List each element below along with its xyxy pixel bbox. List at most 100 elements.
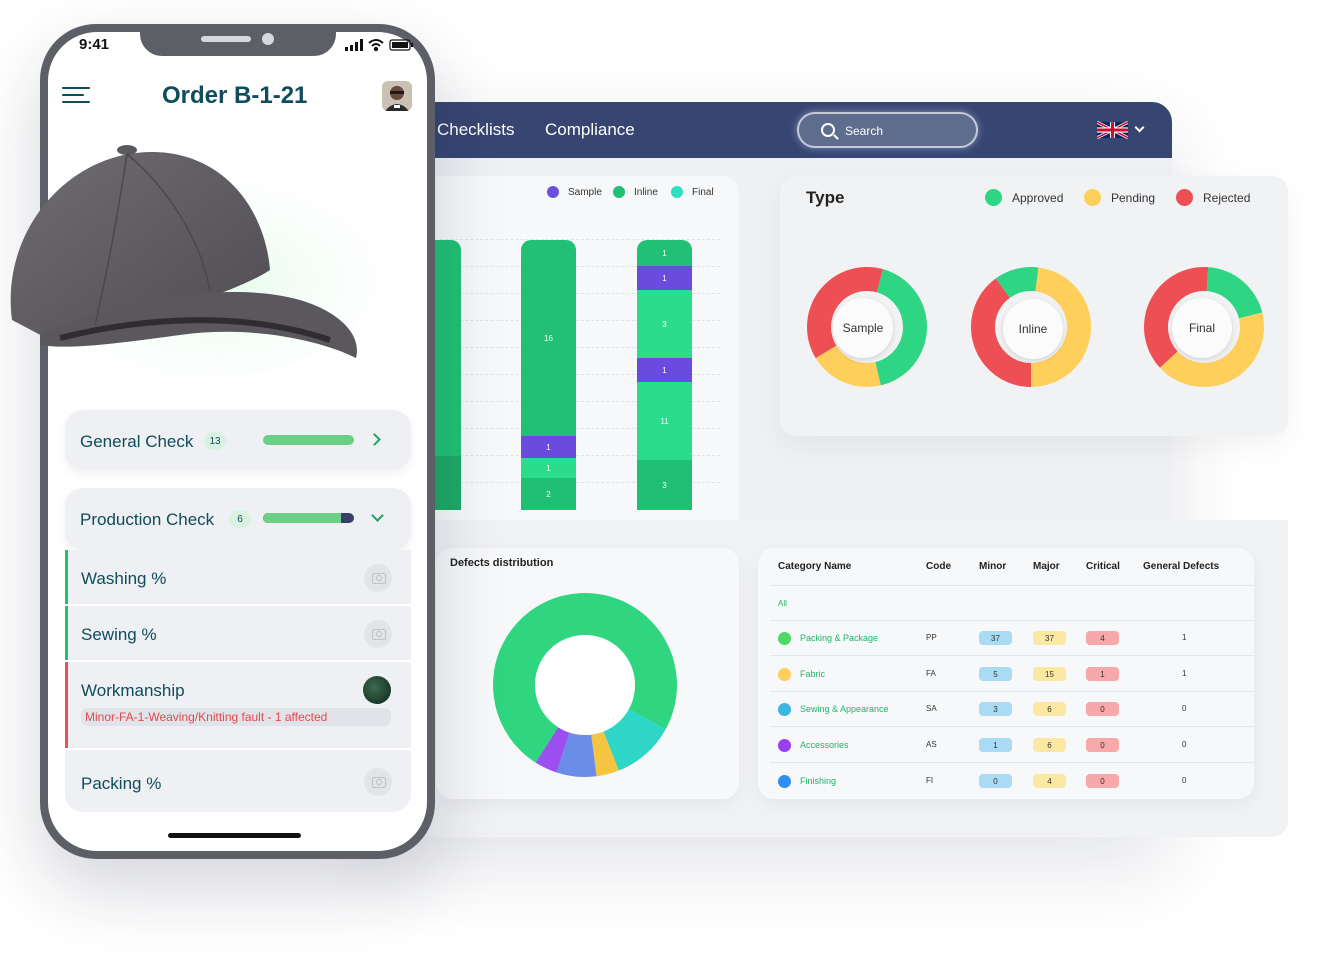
legend-label: Inline — [634, 186, 658, 198]
header-minor[interactable]: Minor — [979, 561, 1007, 572]
category-dot — [778, 632, 791, 645]
hamburger-menu-icon[interactable] — [62, 87, 90, 105]
status-time: 9:41 — [79, 36, 110, 53]
check-item-packing[interactable]: Packing % — [65, 750, 411, 812]
legend-dot — [1084, 189, 1101, 206]
bar-segment: 1 — [521, 436, 576, 458]
general-defects-count: 1 — [1182, 633, 1187, 642]
minor-count: 3 — [979, 702, 1012, 716]
item-label: Sewing % — [81, 625, 157, 644]
production-check-count: 6 — [229, 510, 251, 528]
search-input[interactable]: Search — [797, 112, 978, 148]
general-defects-count: 0 — [1182, 740, 1187, 749]
category-code: SA — [926, 704, 937, 713]
speaker-icon — [201, 36, 251, 42]
chevron-right-icon[interactable] — [368, 433, 381, 446]
check-item-sewing[interactable]: Sewing % — [65, 606, 411, 660]
critical-count: 0 — [1086, 738, 1119, 752]
general-defects-count: 1 — [1182, 669, 1187, 678]
general-check-count: 13 — [204, 432, 226, 450]
donut-slice-rejected — [1144, 267, 1209, 368]
defect-slice-finishing — [556, 732, 597, 777]
chart-bar-2: 16 1 1 2 — [521, 240, 576, 510]
row-divider — [770, 620, 1254, 621]
camera-icon[interactable] — [364, 620, 392, 648]
nav-checklists[interactable]: Checklists — [437, 120, 515, 139]
donut-slice-approved — [995, 267, 1039, 298]
defect-slice-packing-package — [493, 593, 677, 763]
search-icon — [821, 123, 835, 137]
avatar[interactable] — [382, 81, 412, 111]
status-accent — [65, 606, 68, 660]
general-check-card[interactable]: General Check 13 — [65, 410, 411, 470]
donut-label-sample: Sample — [833, 298, 893, 358]
defects-donut — [493, 593, 677, 777]
header-code[interactable]: Code — [926, 561, 951, 572]
progress-fill — [263, 435, 354, 445]
header-critical[interactable]: Critical — [1086, 561, 1120, 572]
production-check-card[interactable]: Production Check 6 — [65, 488, 411, 550]
donut-label-final: Final — [1172, 298, 1232, 358]
category-name[interactable]: Fabric — [800, 669, 826, 679]
bar-segment: 1 — [637, 266, 692, 290]
defects-title: Defects distribution — [450, 557, 554, 569]
chevron-down-icon[interactable] — [371, 509, 384, 522]
category-name[interactable]: Packing & Package — [800, 633, 879, 643]
legend-label: Approved — [1012, 190, 1064, 205]
header-major[interactable]: Major — [1033, 561, 1060, 572]
type-title: Type — [806, 188, 845, 207]
gridline — [440, 374, 720, 375]
donut-final — [1144, 267, 1264, 388]
signal-icon — [345, 39, 363, 51]
major-count: 37 — [1033, 631, 1066, 645]
filter-all[interactable]: All — [778, 599, 787, 608]
check-item-workmanship[interactable]: Workmanship Minor-FA-1-Weaving/Knitting … — [65, 662, 411, 748]
general-defects-count: 0 — [1182, 704, 1187, 713]
category-name[interactable]: Sewing & Appearance — [800, 704, 889, 714]
status-accent — [65, 662, 68, 748]
category-dot — [778, 775, 791, 788]
donut-hole — [535, 635, 635, 735]
battery-icon — [389, 39, 413, 51]
dashboard-topbar — [380, 102, 1172, 158]
category-name[interactable]: Finishing — [800, 776, 837, 786]
donut-slice-rejected — [971, 278, 1032, 387]
header-category-name[interactable]: Category Name — [778, 561, 852, 572]
check-item-washing[interactable]: Washing % — [65, 550, 411, 604]
bar-segment: 16 — [521, 240, 576, 436]
legend-approved: Approved — [985, 189, 1063, 206]
row-divider — [770, 762, 1254, 763]
legend-pending: Pending — [1084, 189, 1155, 206]
major-count: 4 — [1033, 774, 1066, 788]
bar-legend-final: Final — [671, 186, 714, 198]
donut-slice-approved — [1206, 267, 1263, 319]
camera-icon[interactable] — [364, 768, 392, 796]
gridline — [440, 293, 720, 294]
nav-compliance[interactable]: Compliance — [545, 120, 635, 139]
bar-legend-inline: Inline — [613, 186, 658, 198]
donut-slice-pending — [1159, 312, 1264, 388]
chart-bar-3: 1 1 3 1 11 3 — [637, 240, 692, 510]
bar-segment: 3 — [637, 460, 692, 510]
major-count: 6 — [1033, 738, 1066, 752]
camera-icon[interactable] — [364, 564, 392, 592]
row-divider — [770, 726, 1254, 727]
legend-label: Sample — [568, 186, 602, 198]
category-code: PP — [926, 633, 937, 642]
photo-thumbnail[interactable] — [363, 676, 391, 704]
bar-chart-card — [436, 176, 739, 520]
general-check-label: General Check — [80, 432, 194, 451]
critical-count: 0 — [1086, 774, 1119, 788]
minor-count: 1 — [979, 738, 1012, 752]
bar-segment: 2 — [521, 478, 576, 510]
category-code: AS — [926, 740, 937, 749]
donut-inline — [971, 267, 1092, 387]
header-general-defects[interactable]: General Defects — [1143, 561, 1220, 572]
critical-count: 1 — [1086, 667, 1119, 681]
uk-flag-icon[interactable] — [1096, 120, 1129, 140]
critical-count: 0 — [1086, 702, 1119, 716]
minor-count: 37 — [979, 631, 1012, 645]
category-name[interactable]: Accessories — [800, 740, 849, 750]
bar-legend-sample: Sample — [547, 186, 602, 198]
home-indicator — [168, 833, 301, 838]
